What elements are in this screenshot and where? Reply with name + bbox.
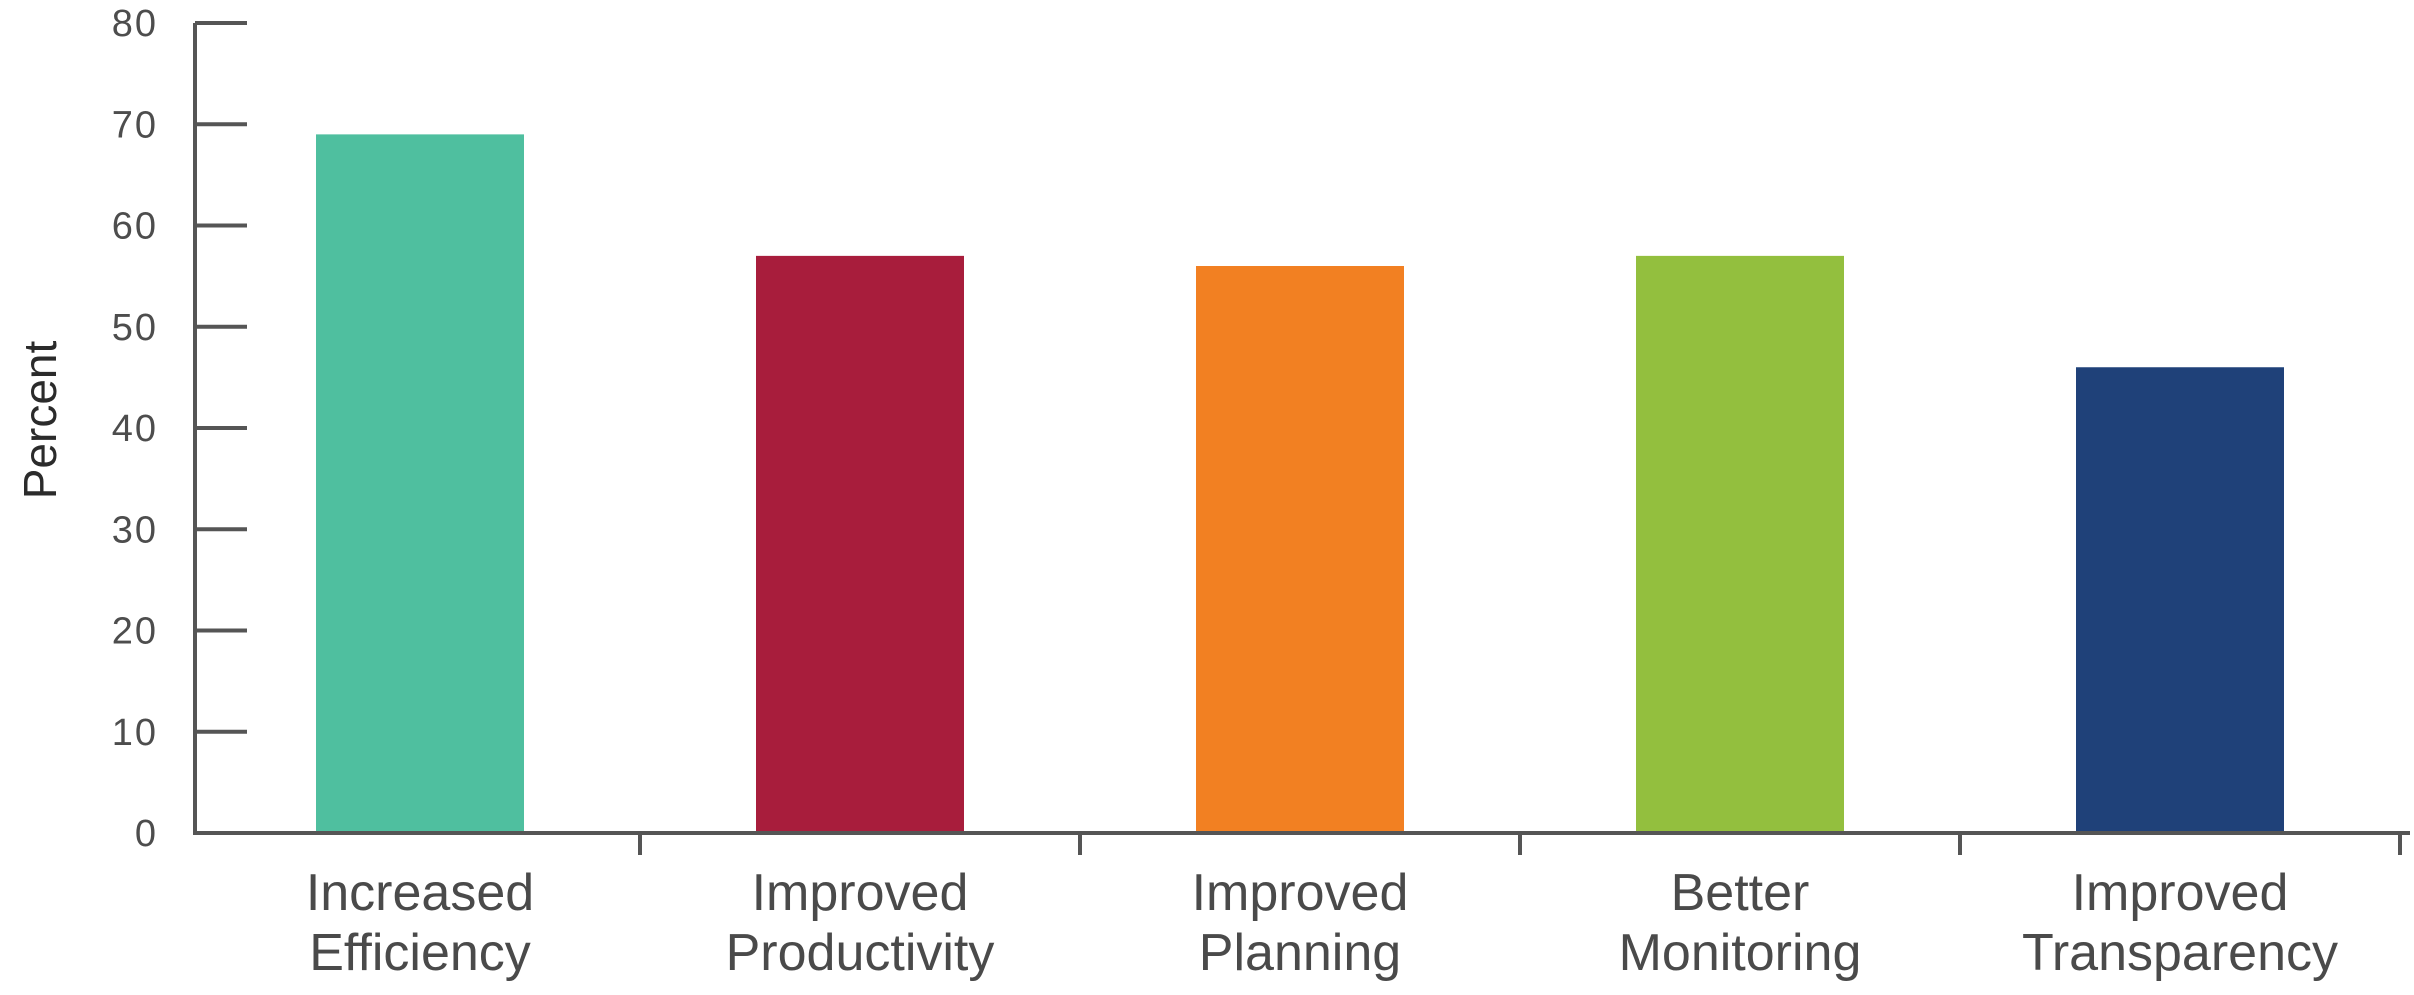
bar xyxy=(1636,255,1844,833)
x-tick-label-line: Better xyxy=(1671,864,1810,922)
y-tick-label: 50 xyxy=(112,307,158,349)
x-tick-label-line: Improved xyxy=(2072,864,2289,922)
x-tick-label-line: Efficiency xyxy=(309,924,531,982)
x-tick-label: Improved Transparency xyxy=(2022,864,2338,982)
x-tick-label: Improved Planning xyxy=(1192,864,1409,982)
y-tick-label: 0 xyxy=(135,813,158,855)
bar xyxy=(756,255,964,833)
y-tick-label: 70 xyxy=(112,104,158,146)
y-tick-label: 30 xyxy=(112,509,158,551)
x-tick-label-line: Transparency xyxy=(2022,924,2338,982)
x-tick-label-line: Monitoring xyxy=(1619,924,1862,982)
x-tick-label-line: Planning xyxy=(1199,924,1401,982)
x-tick-label: Increased Efficiency xyxy=(306,864,534,982)
bar xyxy=(2076,367,2284,833)
y-axis-ticks: 0 10 20 30 40 50 60 70 80 xyxy=(112,3,247,855)
y-tick-label: 20 xyxy=(112,611,158,653)
bars xyxy=(316,134,2284,833)
y-tick-label: 10 xyxy=(112,712,158,754)
x-tick-label-line: Productivity xyxy=(726,924,995,982)
y-tick-label: 80 xyxy=(112,3,158,45)
x-tick-label: Better Monitoring xyxy=(1619,864,1862,982)
y-tick-label: 40 xyxy=(112,408,158,450)
y-axis-title: Percent xyxy=(14,341,66,500)
x-tick-label-line: Increased xyxy=(306,864,534,922)
bar xyxy=(316,134,524,833)
x-tick-label: Improved Productivity xyxy=(726,864,995,982)
x-tick-label-line: Improved xyxy=(752,864,969,922)
y-tick-label: 60 xyxy=(112,206,158,248)
x-axis-ticks xyxy=(638,833,2402,855)
bar xyxy=(1196,266,1404,833)
x-tick-label-line: Improved xyxy=(1192,864,1409,922)
